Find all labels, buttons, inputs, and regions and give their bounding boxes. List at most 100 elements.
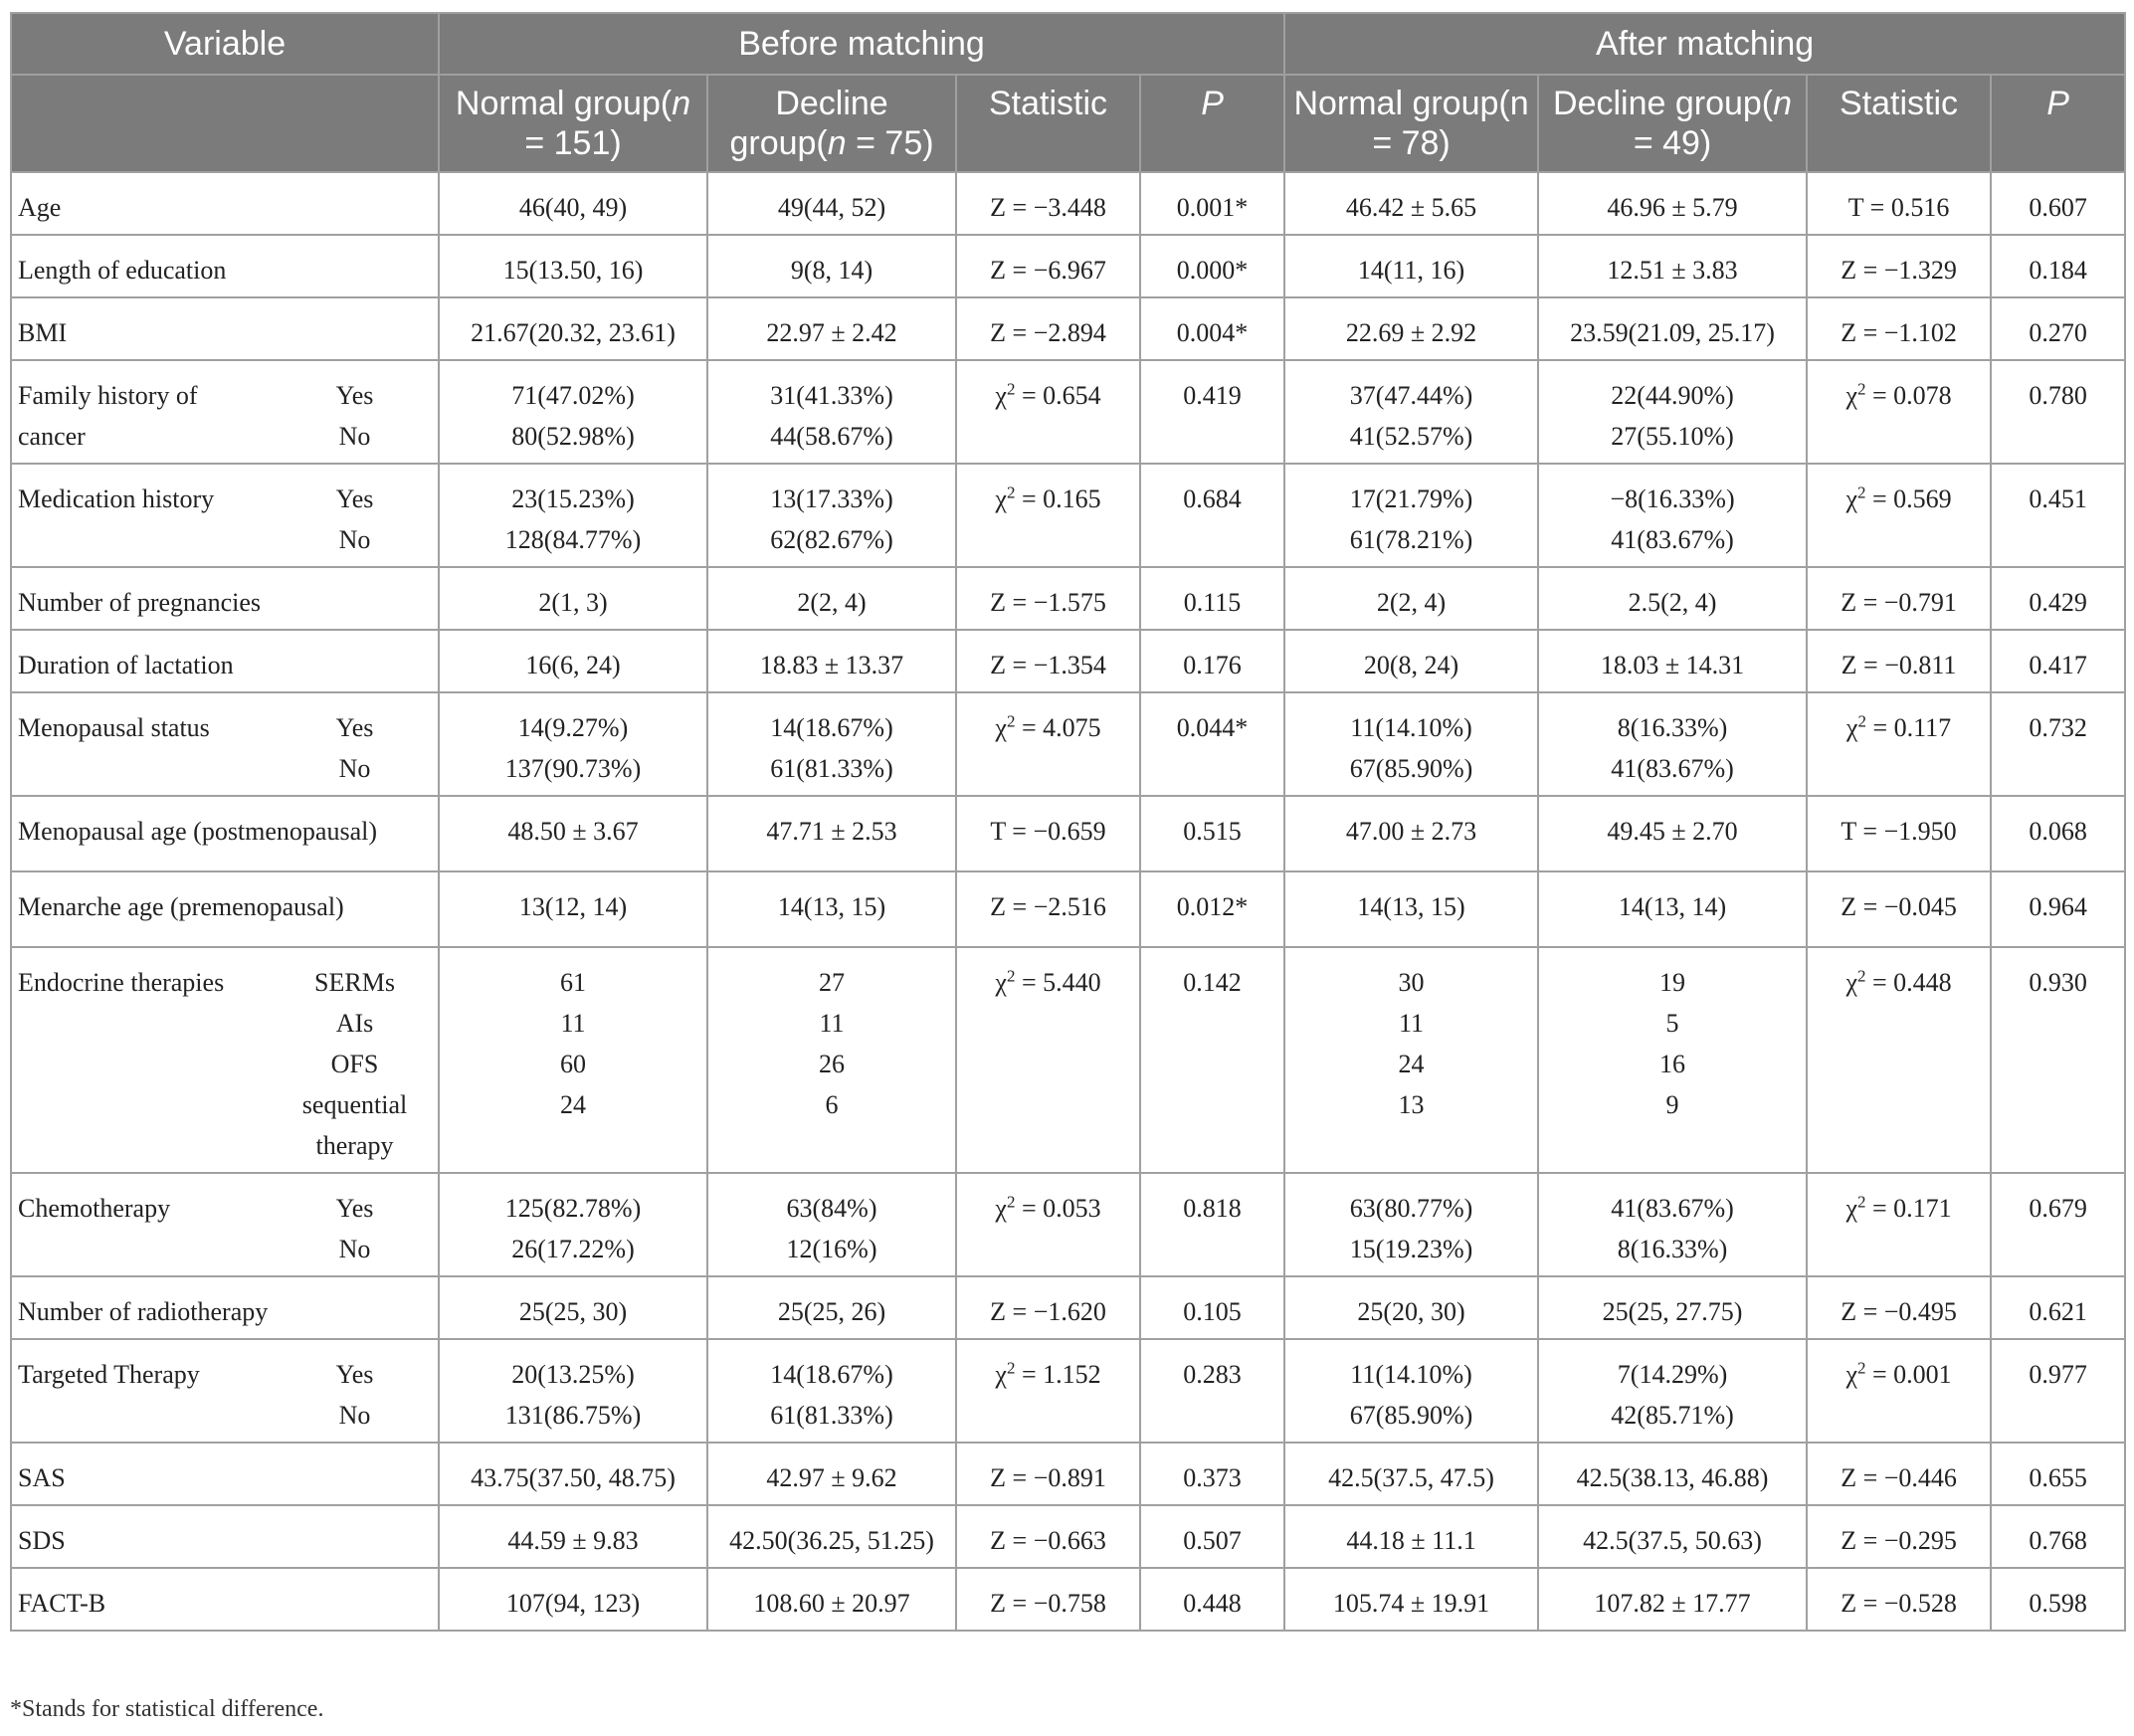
statistic-before-cell: Z = −0.663	[955, 1504, 1142, 1569]
normal-before-cell: 46(40, 49)	[438, 171, 709, 236]
statistic-before-cell: Z = −3.448	[955, 171, 1142, 236]
normal-after-cell: 42.5(37.5, 47.5)	[1283, 1442, 1540, 1506]
cell-line: 61	[560, 968, 587, 997]
header-normal-before: Normal group(n = 151)	[438, 74, 709, 173]
cell-line: Yes	[335, 1360, 374, 1389]
statistic-before-cell: T = −0.659	[955, 795, 1142, 872]
normal-before-cell: 20(13.25%) 131(86.75%)	[438, 1338, 709, 1444]
header-blank	[9, 74, 441, 173]
cell-line: 30	[1398, 968, 1425, 997]
normal-before-cell: 21.67(20.32, 23.61)	[438, 296, 709, 361]
normal-before-cell: 23(15.23%) 128(84.77%)	[438, 463, 709, 568]
stat-part: χ	[995, 484, 1007, 513]
p-before-cell: 0.105	[1139, 1275, 1286, 1340]
cell-line: 67(85.90%)	[1349, 754, 1473, 783]
decline-before-cell: 9(8, 14)	[706, 234, 958, 298]
header-row-2: Normal group(n = 151) Decline group(n = …	[9, 74, 2127, 173]
variable-label: Chemotherapy	[10, 1172, 272, 1277]
cell-line: 26(17.22%)	[511, 1235, 635, 1263]
subcategory-labels: Yes No	[272, 359, 441, 465]
statistic-after-cell: χ2 = 0.078	[1806, 359, 1993, 465]
normal-after-cell: 11(14.10%) 67(85.90%)	[1283, 1338, 1540, 1444]
stat-part: = 5.440	[1015, 968, 1101, 997]
table-row: FACT-B 107(94, 123) 108.60 ± 20.97 Z = −0.7…	[9, 1567, 2127, 1632]
cell-line: 12(16%)	[786, 1235, 877, 1263]
cell-line: 22(44.90%)	[1611, 381, 1734, 410]
decline-after-cell: 42.5(37.5, 50.63)	[1537, 1504, 1809, 1569]
table-row: Endocrine therapies SERMs AIs OFS sequential…	[10, 946, 2127, 1174]
subcategory-labels: SERMs AIs OFS sequential therapy	[272, 946, 441, 1174]
cell-line: 61(81.33%)	[770, 1401, 893, 1430]
cell-line: 11	[560, 1009, 586, 1038]
stat-part: χ	[1845, 381, 1857, 410]
decline-after-cell: 25(25, 27.75)	[1537, 1275, 1809, 1340]
decline-after-cell: −8(16.33%) 41(83.67%)	[1537, 463, 1809, 568]
cell-line: 60	[560, 1050, 587, 1078]
cell-line: No	[338, 422, 371, 451]
decline-before-cell: 22.97 ± 2.42	[706, 296, 958, 361]
statistic-before-cell: χ2 = 0.165	[955, 463, 1142, 568]
cell-line: 125(82.78%)	[504, 1194, 642, 1223]
cell-line: 16	[1659, 1050, 1686, 1078]
p-before-cell: 0.000*	[1139, 234, 1286, 298]
decline-before-cell: 27 11 26 6	[706, 946, 958, 1174]
statistic-after-cell: χ2 = 0.448	[1806, 946, 1993, 1174]
cell-line: No	[338, 754, 371, 783]
p-after-cell: 0.429	[1990, 566, 2127, 631]
decline-after-cell: 41(83.67%) 8(16.33%)	[1537, 1172, 1809, 1277]
decline-before-cell: 2(2, 4)	[706, 566, 958, 631]
statistic-after-cell: χ2 = 0.001	[1806, 1338, 1993, 1444]
stat-part: 2	[1006, 482, 1016, 502]
p-after-cell: 0.655	[1990, 1442, 2127, 1506]
cell-line: 61(78.21%)	[1349, 525, 1473, 554]
stat-part: χ	[1845, 484, 1857, 513]
statistic-after-cell: Z = −0.495	[1806, 1275, 1993, 1340]
stat-part: = 0.117	[1865, 713, 1952, 742]
cell-line: 5	[1665, 1009, 1679, 1038]
cell-line: 14(9.27%)	[517, 713, 629, 742]
decline-before-cell: 47.71 ± 2.53	[706, 795, 958, 872]
decline-after-cell: 2.5(2, 4)	[1537, 566, 1809, 631]
decline-before-cell: 42.50(36.25, 51.25)	[706, 1504, 958, 1569]
normal-after-cell: 37(47.44%) 41(52.57%)	[1283, 359, 1540, 465]
cell-line: 7(14.29%)	[1617, 1360, 1728, 1389]
stat-part: χ	[995, 713, 1007, 742]
p-after-cell: 0.068	[1990, 795, 2127, 872]
header-decline-before: Decline group(n = 75)	[706, 74, 958, 173]
stat-part: = 0.448	[1865, 968, 1952, 997]
statistic-after-cell: Z = −0.295	[1806, 1504, 1993, 1569]
statistic-after-cell: Z = −1.102	[1806, 296, 1993, 361]
p-after-cell: 0.780	[1990, 359, 2127, 465]
table-row: Chemotherapy Yes No 125(82.78%) 26(17.22%) 63…	[10, 1172, 2127, 1277]
variable-label: SAS	[9, 1442, 441, 1506]
normal-after-cell: 11(14.10%) 67(85.90%)	[1283, 691, 1540, 797]
cell-line: 27(55.10%)	[1611, 422, 1734, 451]
statistic-after-cell: T = −1.950	[1806, 795, 1993, 872]
cell-line: 6	[825, 1090, 839, 1119]
decline-after-cell: 7(14.29%) 42(85.71%)	[1537, 1338, 1809, 1444]
decline-after-cell: 49.45 ± 2.70	[1537, 795, 1809, 872]
normal-after-cell: 105.74 ± 19.91	[1283, 1567, 1540, 1632]
data-table: Variable Before matching After matching …	[9, 12, 2127, 1632]
table-row: Family history of cancer Yes No 71(47.02%) 8…	[10, 359, 2127, 465]
statistic-before-cell: Z = −6.967	[955, 234, 1142, 298]
cell-line: 41(83.67%)	[1611, 754, 1734, 783]
cell-line: 31(41.33%)	[770, 381, 893, 410]
decline-after-cell: 46.96 ± 5.79	[1537, 171, 1809, 236]
decline-before-cell: 108.60 ± 20.97	[706, 1567, 958, 1632]
statistic-before-cell: χ2 = 0.053	[955, 1172, 1142, 1277]
stat-part: χ	[1845, 713, 1858, 742]
cell-line: sequential therapy	[301, 1090, 408, 1160]
statistic-after-cell: Z = −0.528	[1806, 1567, 1993, 1632]
variable-label: Length of education	[9, 234, 441, 298]
decline-before-cell: 18.83 ± 13.37	[706, 629, 958, 693]
statistic-after-cell: T = 0.516	[1806, 171, 1993, 236]
header-p-before: P	[1139, 74, 1286, 173]
decline-after-cell: 14(13, 14)	[1537, 870, 1809, 948]
normal-after-cell: 46.42 ± 5.65	[1283, 171, 1540, 236]
normal-after-cell: 17(21.79%) 61(78.21%)	[1283, 463, 1540, 568]
cell-line: AIs	[335, 1009, 374, 1038]
stat-part: = 0.171	[1865, 1194, 1952, 1223]
statistic-before-cell: χ2 = 5.440	[955, 946, 1142, 1174]
table-container: Variable Before matching After matching …	[9, 12, 2127, 1632]
